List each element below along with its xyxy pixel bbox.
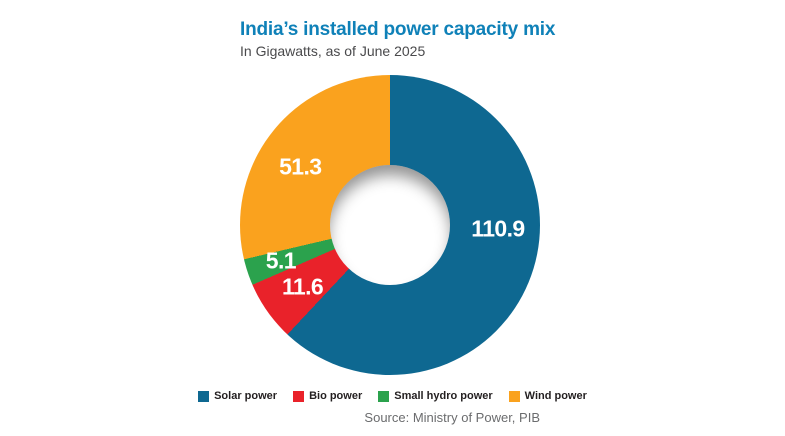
donut-hole — [330, 165, 450, 285]
legend-label: Solar power — [214, 390, 278, 402]
chart-subtitle: In Gigawatts, as of June 2025 — [240, 43, 426, 59]
slice-value-label: 51.3 — [279, 153, 322, 180]
legend-item: Solar power — [198, 390, 277, 402]
slice-value-label: 110.9 — [471, 215, 525, 242]
legend-item: Wind power — [508, 390, 587, 402]
slice-value-label: 5.1 — [265, 247, 297, 274]
legend-swatch — [198, 390, 210, 402]
legend-item: Small hydro power — [378, 390, 493, 402]
source-note: Source: Ministry of Power, PIB — [364, 410, 540, 425]
legend-item: Bio power — [293, 390, 362, 402]
donut-chart: 110.9 11.6 5.1 51.3 — [240, 75, 540, 375]
legend-label: Small hydro power — [394, 390, 493, 402]
legend-swatch — [378, 390, 390, 402]
legend-swatch — [293, 390, 305, 402]
chart-title: India’s installed power capacity mix — [240, 19, 556, 40]
legend: Solar power Bio power Small hydro power Win… — [0, 390, 785, 402]
legend-label: Bio power — [309, 390, 363, 402]
legend-label: Wind power — [524, 390, 587, 402]
legend-swatch — [508, 390, 520, 402]
slice-value-label: 11.6 — [282, 273, 324, 300]
